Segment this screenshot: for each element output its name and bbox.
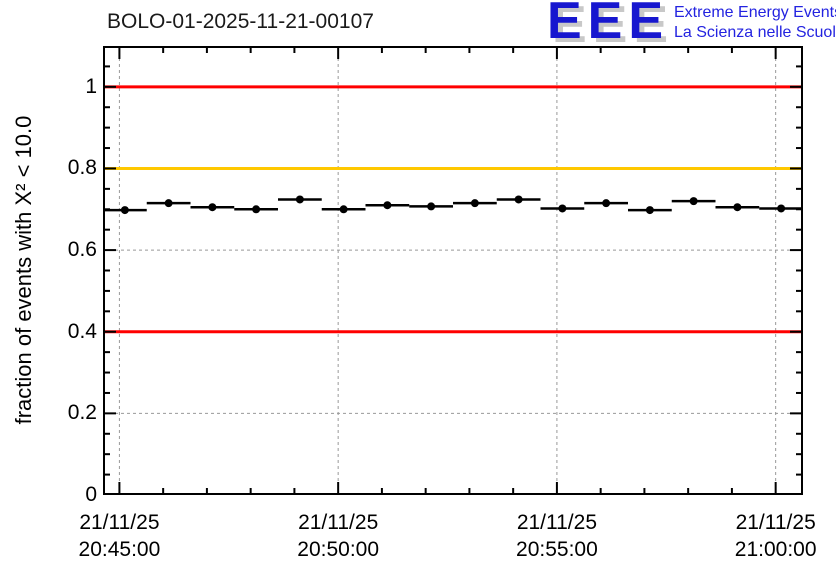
- eee-logo-line1: Extreme Energy Events: [674, 4, 836, 21]
- data-point-marker: [120, 206, 129, 215]
- data-point-marker: [295, 195, 304, 204]
- y-tick-label: 0.2: [67, 401, 97, 425]
- x-tick-label-date: 21/11/25: [79, 511, 160, 534]
- x-tick-label-time: 21:00:00: [734, 538, 817, 561]
- data-point-marker: [689, 197, 698, 206]
- x-tick-label-date: 21/11/25: [516, 511, 597, 534]
- data-point-marker: [514, 195, 523, 204]
- plot-title: BOLO-01-2025-11-21-00107: [107, 10, 374, 33]
- x-tick-label-time: 20:45:00: [78, 538, 161, 561]
- x-tick-label: 21/11/25 20:50:00: [258, 509, 418, 563]
- plot-frame: [103, 46, 803, 495]
- data-point-marker: [208, 203, 217, 212]
- eee-logo-letters: EEE: [547, 0, 670, 50]
- y-tick-label: 0.6: [67, 238, 97, 262]
- data-point-marker: [470, 199, 479, 208]
- data-point-marker: [427, 202, 436, 211]
- data-point-marker: [339, 205, 348, 214]
- data-point-marker: [164, 199, 173, 208]
- x-tick-label-time: 20:50:00: [297, 538, 380, 561]
- data-point-marker: [645, 206, 654, 215]
- data-point-marker: [777, 204, 786, 213]
- plot-area: [103, 46, 803, 495]
- x-tick-label: 21/11/25 20:55:00: [477, 509, 637, 563]
- y-tick-label: 1: [85, 74, 97, 98]
- y-tick-label: 0.8: [67, 156, 97, 180]
- x-tick-label-time: 20:55:00: [516, 538, 598, 561]
- data-point-marker: [252, 205, 261, 214]
- data-point-marker: [383, 201, 392, 210]
- eee-logo-line2: La Scienza nelle Scuole: [674, 24, 836, 41]
- y-tick-label: 0.4: [67, 319, 97, 343]
- eee-logo: EEE Extreme Energy Events La Scienza nel…: [547, 0, 836, 50]
- x-tick-label: 21/11/25 21:00:00: [696, 509, 836, 563]
- data-point-marker: [602, 199, 611, 208]
- data-point-marker: [733, 203, 742, 212]
- y-tick-label: 0: [85, 483, 97, 506]
- x-tick-label-date: 21/11/25: [735, 511, 816, 534]
- x-tick-label: 21/11/25 20:45:00: [39, 509, 199, 563]
- data-point-marker: [558, 204, 567, 213]
- x-tick-label-date: 21/11/25: [298, 511, 379, 534]
